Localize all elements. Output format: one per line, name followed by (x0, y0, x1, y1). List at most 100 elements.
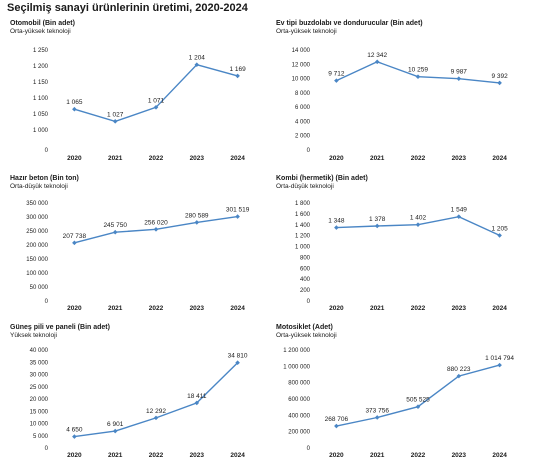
data-label: 268 706 (325, 416, 349, 423)
data-label: 280 589 (185, 212, 209, 219)
data-point-marker (153, 104, 159, 110)
y-tick-label: 0 (45, 299, 49, 305)
y-tick-label: 1 000 (33, 128, 49, 134)
x-tick-label: 2024 (230, 305, 245, 312)
x-tick-label: 2021 (370, 305, 385, 312)
chart-subtitle: Orta-yüksek teknoloji (276, 28, 337, 35)
y-tick-label: 50 000 (30, 285, 49, 291)
y-tick-label: 10 000 (30, 422, 49, 428)
y-tick-label: 6 000 (295, 105, 311, 111)
x-tick-label: 2022 (149, 452, 164, 459)
data-point-marker (235, 214, 240, 219)
y-tick-label: 200 (300, 288, 311, 294)
data-label: 1 549 (451, 207, 468, 214)
data-point-marker (374, 415, 380, 420)
y-tick-label: 40 000 (30, 348, 49, 354)
data-label: 1 071 (148, 97, 165, 104)
y-tick-label: 1 200 (295, 234, 311, 240)
data-label: 1 169 (229, 66, 246, 73)
data-label: 1 205 (491, 225, 508, 232)
x-tick-label: 2020 (329, 155, 344, 162)
y-tick-label: 1 050 (33, 112, 49, 118)
data-label: 1 014 794 (485, 355, 514, 362)
line-chart-hazir-beton: 0 50 000 100 000 150 000 200 000 250 000 300 0… (26, 201, 249, 312)
chart-panel-otomobil: Otomobil (Bin adet) Orta-yüksek teknoloj… (6, 20, 268, 165)
data-label: 12 342 (367, 52, 387, 59)
chart-title: Otomobil (Bin adet) (10, 20, 75, 27)
y-tick-label: 20 000 (30, 397, 49, 403)
data-point-marker (415, 74, 421, 80)
data-label: 1 348 (328, 218, 345, 225)
data-label: 256 020 (144, 219, 168, 226)
y-tick-label: 25 000 (30, 385, 49, 391)
y-tick-label: 800 (300, 255, 311, 261)
data-point-marker (374, 59, 380, 65)
y-tick-label: 250 000 (26, 229, 48, 235)
y-tick-label: 1 250 (33, 48, 49, 54)
data-point-marker (194, 62, 200, 68)
x-tick-label: 2022 (411, 305, 426, 312)
y-tick-label: 12 000 (292, 62, 311, 68)
y-tick-label: 400 (300, 277, 311, 283)
data-point-marker (456, 214, 462, 219)
y-tick-label: 1 150 (33, 80, 49, 86)
y-tick-label: 1 100 (33, 96, 49, 102)
y-tick-label: 150 000 (26, 257, 48, 263)
y-tick-label: 5 000 (33, 434, 49, 440)
y-tick-label: 600 (300, 266, 311, 272)
y-tick-label: 100 000 (26, 271, 48, 277)
x-tick-label: 2021 (108, 155, 123, 162)
data-label: 34 810 (228, 353, 248, 360)
data-point-marker (112, 229, 118, 235)
chart-title: Ev tipi buzdolabı ve dondurucular (Bin a… (276, 20, 423, 27)
data-point-marker (415, 222, 421, 227)
chart-subtitle: Orta-yüksek teknoloji (276, 332, 337, 339)
data-point-marker (456, 373, 462, 379)
y-tick-label: 0 (307, 299, 311, 305)
chart-title: Kombi (hermetik) (Bin adet) (276, 175, 368, 182)
x-tick-label: 2020 (329, 452, 344, 459)
x-tick-label: 2020 (329, 305, 344, 312)
y-tick-label: 0 (307, 446, 311, 452)
data-label: 9 987 (451, 69, 468, 76)
data-label: 1 204 (189, 55, 206, 62)
chart-panel-buzdolabi: Ev tipi buzdolabı ve dondurucular (Bin a… (272, 20, 530, 165)
data-label: 6 901 (107, 421, 124, 428)
data-label: 9 712 (328, 71, 345, 78)
chart-subtitle: Orta-düşük teknoloji (276, 183, 334, 190)
data-point-marker (334, 225, 339, 230)
x-tick-label: 2023 (452, 155, 467, 162)
data-point-marker (153, 227, 159, 232)
data-point-marker (72, 434, 77, 439)
y-tick-label: 35 000 (30, 360, 49, 366)
x-tick-label: 2022 (149, 155, 164, 162)
x-tick-label: 2021 (370, 155, 385, 162)
data-label: 12 292 (146, 408, 166, 415)
data-label: 505 525 (406, 397, 430, 404)
y-tick-label: 0 (45, 148, 49, 154)
data-point-marker (194, 400, 200, 406)
line-chart-buzdolabi: 0 2 000 4 000 6 000 8 000 10 000 12 000 14 000 2… (292, 48, 508, 162)
chart-subtitle: Orta-yüksek teknoloji (10, 28, 71, 35)
data-point-marker (334, 423, 339, 429)
data-point-marker (374, 223, 380, 229)
y-tick-label: 10 000 (292, 77, 311, 83)
x-tick-label: 2021 (370, 452, 385, 459)
chart-panel-gunes-pili: Güneş pili ve paneli (Bin adet) Yüksek t… (6, 324, 268, 462)
data-point-marker (72, 240, 77, 246)
x-tick-label: 2020 (67, 305, 82, 312)
series-line (74, 362, 239, 438)
y-tick-label: 8 000 (295, 91, 311, 97)
y-tick-label: 30 000 (30, 373, 49, 379)
chart-panel-kombi: Kombi (hermetik) (Bin adet) Orta-düşük t… (272, 175, 530, 315)
x-tick-label: 2024 (230, 155, 245, 162)
x-tick-label: 2023 (190, 452, 205, 459)
series-line (74, 63, 238, 123)
y-tick-label: 350 000 (26, 201, 48, 207)
data-label: 207 738 (63, 233, 87, 240)
data-label: 1 402 (410, 215, 427, 222)
line-chart-gunes-pili: 0 5 000 10 000 15 000 20 000 25 000 30 000 35 0… (30, 348, 248, 459)
line-chart-kombi: 0 200 400 600 800 1 000 1 200 1 400 1 600 1 800 20… (295, 201, 508, 312)
x-tick-label: 2021 (108, 305, 123, 312)
data-label: 10 259 (408, 67, 428, 74)
